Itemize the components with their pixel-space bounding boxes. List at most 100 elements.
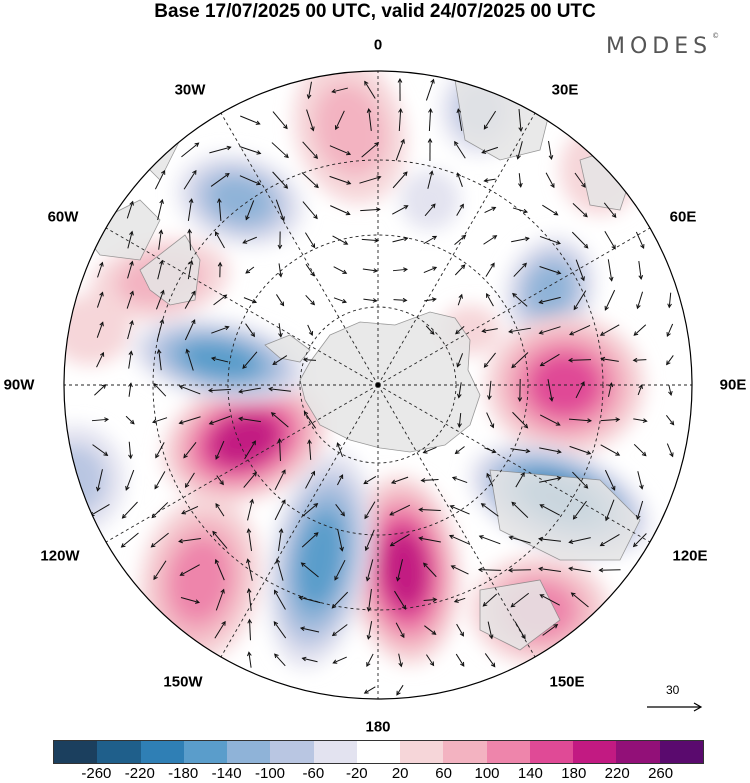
wind-arrow	[245, 266, 255, 274]
wind-arrow-shaft	[600, 444, 620, 456]
wind-arrow-shaft	[302, 201, 318, 219]
wind-arrow-shaft	[569, 324, 591, 336]
wind-arrow	[538, 536, 561, 542]
wind-arrow	[178, 538, 201, 544]
wind-arrow-shaft	[364, 501, 376, 519]
wind-arrow-head	[669, 420, 675, 426]
anomaly-contour	[382, 532, 428, 608]
wind-arrow-head	[398, 662, 403, 668]
wind-arrow-shaft	[274, 499, 286, 521]
wind-arrow-head	[310, 300, 316, 306]
wind-arrow	[538, 566, 561, 572]
wind-arrow-head	[611, 244, 616, 250]
wind-arrow-shaft	[210, 173, 230, 187]
wind-arrow-head	[242, 364, 247, 370]
wind-arrow-shaft	[479, 535, 501, 545]
wind-arrow	[665, 415, 675, 426]
graticule	[64, 71, 692, 699]
wind-arrow-shaft	[97, 469, 103, 491]
wind-arrow-shaft	[127, 320, 133, 340]
wind-arrow	[247, 618, 253, 641]
wind-arrow	[454, 264, 466, 276]
copyright-mark: ©	[712, 32, 720, 40]
colorbar	[53, 740, 704, 764]
wind-arrow	[301, 532, 319, 548]
wind-arrow	[274, 499, 286, 521]
wind-arrow-head	[483, 363, 489, 368]
wind-arrow-shaft	[486, 293, 494, 307]
wind-arrow	[272, 171, 289, 189]
wind-arrow-shaft	[455, 325, 465, 335]
wind-arrow-shaft	[364, 81, 376, 99]
wind-arrow	[275, 558, 284, 581]
wind-arrow-shaft	[392, 268, 408, 272]
wind-arrow-shaft	[179, 416, 201, 424]
wind-arrow	[154, 471, 166, 490]
wind-arrow	[420, 477, 439, 483]
wind-arrow-head	[429, 170, 434, 176]
wind-arrow-shaft	[305, 471, 315, 489]
wind-arrow	[538, 296, 561, 305]
wind-arrow	[243, 471, 257, 488]
wind-arrow-shaft	[423, 446, 437, 454]
wind-arrow-head	[154, 484, 159, 490]
wind-arrow-head	[99, 321, 104, 327]
wind-arrow	[303, 410, 317, 429]
wind-arrow	[392, 205, 409, 215]
wind-arrow-head	[192, 169, 197, 175]
wind-arrow	[635, 231, 645, 250]
wind-arrow-head	[568, 566, 574, 572]
wind-arrow-head	[155, 453, 160, 459]
wind-arrow	[207, 388, 232, 393]
wind-arrow-head	[583, 483, 589, 489]
wind-arrow-shaft	[393, 299, 407, 301]
wind-arrow-shaft	[240, 115, 260, 125]
wind-arrow-shaft	[247, 529, 253, 551]
wind-arrow-shaft	[126, 201, 134, 219]
wind-arrow-head	[246, 558, 251, 564]
wind-arrow-shaft	[518, 108, 522, 132]
wind-arrow	[449, 505, 470, 515]
wind-arrow-head	[667, 303, 672, 309]
wind-arrow-head	[221, 620, 226, 626]
wind-arrow	[454, 446, 465, 455]
wind-arrow-shaft	[185, 472, 195, 488]
wind-arrow-head	[334, 575, 339, 581]
wind-arrow-head	[490, 262, 495, 268]
wind-arrow-head	[224, 325, 230, 331]
lon-label-0: 0	[373, 36, 383, 54]
wind-arrow-shaft	[571, 231, 589, 249]
wind-arrow-shaft	[366, 559, 374, 581]
wind-arrow-shaft	[633, 533, 647, 547]
wind-arrow-head	[432, 266, 438, 271]
wind-arrow	[456, 203, 464, 216]
wind-arrow-shaft	[183, 442, 197, 458]
wind-arrow-shaft	[245, 200, 255, 220]
colorbar-swatch	[659, 741, 703, 763]
wind-arrow-head	[432, 235, 438, 241]
wind-arrow-head	[303, 410, 309, 416]
wind-arrow-head	[99, 261, 104, 267]
wind-arrow-shaft	[542, 624, 558, 636]
south-america-mid-land	[79, 199, 161, 261]
wind-arrow	[272, 111, 288, 130]
wind-arrow-head	[642, 418, 648, 423]
wind-arrow-head	[556, 449, 562, 454]
wind-arrow-shaft	[245, 266, 255, 274]
wind-arrow-head	[511, 363, 516, 369]
wind-arrow	[633, 324, 647, 336]
wind-arrow	[271, 142, 289, 159]
colorbar-swatch	[270, 741, 314, 763]
wind-vectors	[89, 77, 675, 696]
wind-arrow-head	[256, 150, 262, 155]
wind-arrow-head	[339, 546, 344, 552]
wind-arrow-shaft	[539, 326, 561, 334]
wind-arrow-shaft	[427, 171, 433, 189]
wind-arrow-shaft	[304, 232, 316, 248]
wind-arrow-head	[550, 183, 555, 189]
wind-arrow	[126, 290, 135, 309]
wind-arrow-shaft	[92, 444, 108, 456]
wind-arrow-shaft	[248, 589, 252, 611]
wind-arrow	[180, 597, 201, 604]
wind-arrow-shaft	[392, 171, 408, 189]
